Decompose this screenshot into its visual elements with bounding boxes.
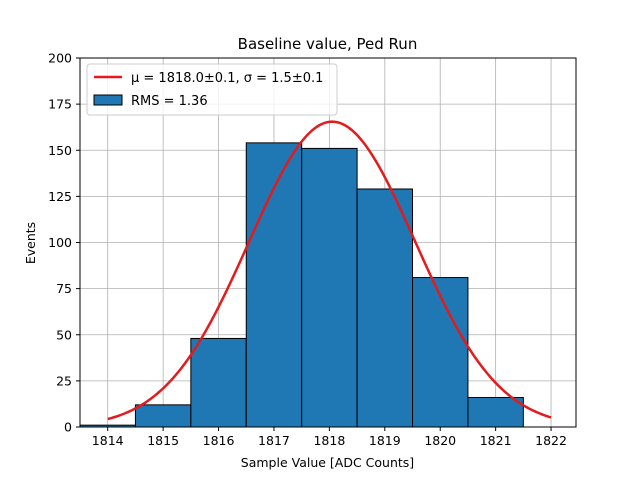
histogram-bar — [134, 404, 192, 428]
y-tick-label: 150 — [48, 143, 72, 158]
legend: μ = 1818.0±0.1, σ = 1.5±0.1 RMS = 1.36 — [86, 63, 338, 116]
x-tick-label: 1821 — [480, 433, 512, 448]
y-axis-label: Events — [23, 222, 38, 264]
x-tick-label: 1816 — [203, 433, 235, 448]
histogram-bar — [356, 188, 414, 428]
y-tick-label: 125 — [48, 189, 72, 204]
y-tick-label: 175 — [48, 97, 72, 112]
histogram-bar — [301, 147, 358, 428]
legend-frame — [86, 63, 338, 116]
legend-histogram-label: RMS = 1.36 — [131, 94, 208, 109]
y-tick-label: 25 — [56, 373, 72, 388]
x-tick-label: 1817 — [258, 433, 290, 448]
chart-title: Baseline value, Ped Run — [238, 35, 418, 53]
y-tick-label: 200 — [48, 51, 72, 66]
y-tick-label: 75 — [56, 281, 72, 296]
x-axis-label: Sample Value [ADC Counts] — [241, 455, 414, 470]
x-tick-label: 1818 — [313, 433, 345, 448]
x-tick-label: 1820 — [424, 433, 456, 448]
histogram-bar — [467, 396, 524, 428]
legend-histogram-swatch — [93, 94, 123, 106]
plot-area: 1814 1815 1816 1817 1818 1819 1820 1821 1822 0 25 5… — [48, 51, 577, 448]
fit-curve — [107, 120, 552, 421]
y-tick-label: 100 — [48, 235, 72, 250]
histogram-bar — [412, 277, 469, 428]
y-tick-label: 0 — [64, 420, 72, 435]
x-tick-label: 1815 — [147, 433, 179, 448]
legend-fit-label: μ = 1818.0±0.1, σ = 1.5±0.1 — [131, 71, 323, 86]
x-tick-label: 1819 — [369, 433, 401, 448]
x-tick-label: 1814 — [92, 433, 124, 448]
x-tick-label: 1822 — [535, 433, 567, 448]
histogram-bar — [190, 337, 247, 428]
y-tick-label: 50 — [56, 327, 72, 342]
